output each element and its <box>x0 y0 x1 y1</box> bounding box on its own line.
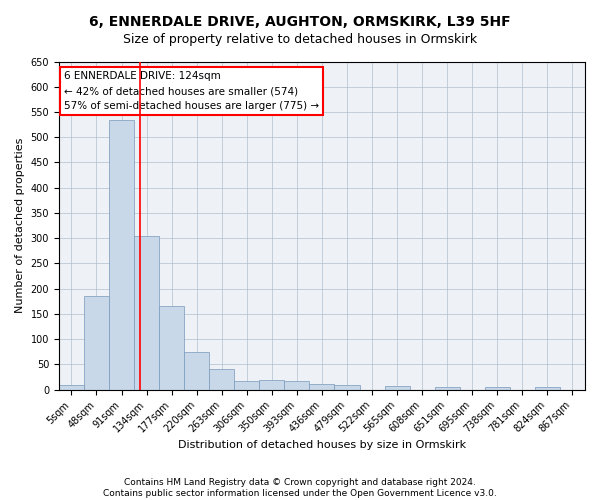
Bar <box>59 384 84 390</box>
Bar <box>535 387 560 390</box>
Text: Size of property relative to detached houses in Ormskirk: Size of property relative to detached ho… <box>123 32 477 46</box>
Bar <box>334 384 359 390</box>
Y-axis label: Number of detached properties: Number of detached properties <box>15 138 25 314</box>
Bar <box>385 386 410 390</box>
Bar <box>310 384 334 390</box>
Text: 6 ENNERDALE DRIVE: 124sqm
← 42% of detached houses are smaller (574)
57% of semi: 6 ENNERDALE DRIVE: 124sqm ← 42% of detac… <box>64 72 319 111</box>
Bar <box>485 387 510 390</box>
Bar <box>259 380 284 390</box>
Bar <box>84 296 109 390</box>
Bar <box>184 352 209 390</box>
Bar <box>159 306 184 390</box>
Text: 6, ENNERDALE DRIVE, AUGHTON, ORMSKIRK, L39 5HF: 6, ENNERDALE DRIVE, AUGHTON, ORMSKIRK, L… <box>89 15 511 29</box>
Bar <box>284 381 310 390</box>
Text: Contains HM Land Registry data © Crown copyright and database right 2024.
Contai: Contains HM Land Registry data © Crown c… <box>103 478 497 498</box>
Bar <box>234 381 259 390</box>
Bar <box>109 120 134 390</box>
Bar <box>434 387 460 390</box>
Bar <box>209 368 234 390</box>
X-axis label: Distribution of detached houses by size in Ormskirk: Distribution of detached houses by size … <box>178 440 466 450</box>
Bar <box>134 236 159 390</box>
